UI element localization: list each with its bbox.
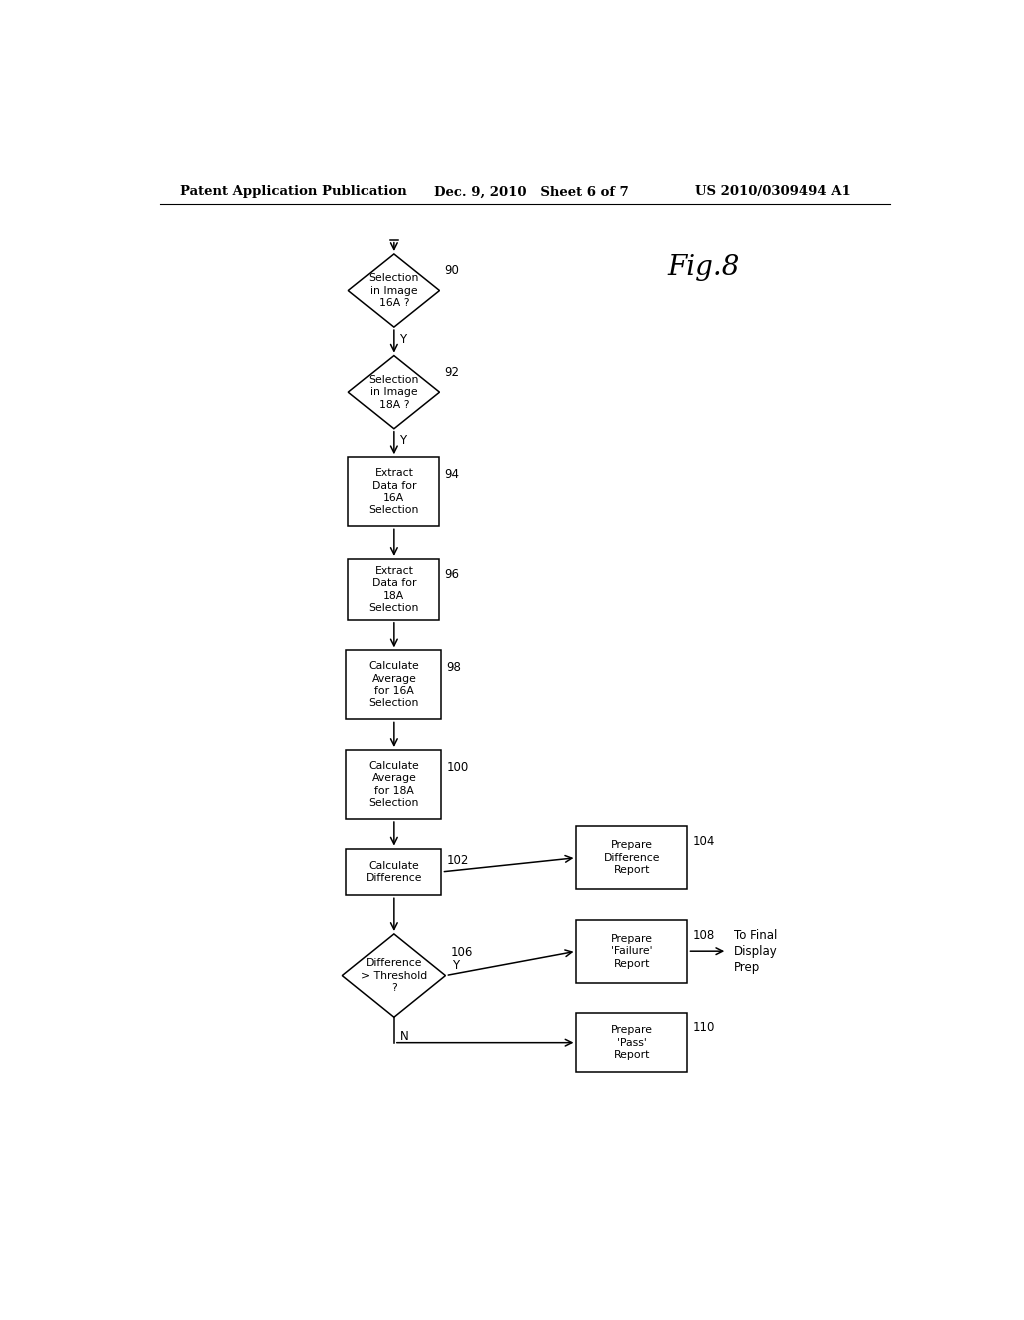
Text: 98: 98 — [446, 661, 461, 675]
Bar — [348, 457, 439, 527]
Text: Y: Y — [399, 333, 407, 346]
Bar — [577, 1014, 687, 1072]
Text: 108: 108 — [692, 929, 715, 942]
Text: Patent Application Publication: Patent Application Publication — [179, 185, 407, 198]
Text: 100: 100 — [446, 760, 469, 774]
Text: N: N — [399, 1031, 409, 1044]
Text: Selection
in Image
16A ?: Selection in Image 16A ? — [369, 273, 419, 308]
Text: Calculate
Difference: Calculate Difference — [366, 861, 422, 883]
Bar — [346, 651, 441, 719]
Text: Prepare
'Pass'
Report: Prepare 'Pass' Report — [611, 1026, 653, 1060]
Text: Y: Y — [452, 958, 459, 972]
Text: 106: 106 — [451, 946, 473, 960]
Text: Difference
> Threshold
?: Difference > Threshold ? — [360, 958, 427, 993]
Text: Selection
in Image
18A ?: Selection in Image 18A ? — [369, 375, 419, 409]
Bar — [577, 920, 687, 982]
Bar — [346, 750, 441, 818]
Text: Calculate
Average
for 18A
Selection: Calculate Average for 18A Selection — [369, 760, 419, 808]
Bar — [346, 849, 441, 895]
Text: 92: 92 — [444, 366, 459, 379]
Text: 104: 104 — [692, 836, 715, 849]
Text: Calculate
Average
for 16A
Selection: Calculate Average for 16A Selection — [369, 661, 419, 709]
Text: To Final
Display
Prep: To Final Display Prep — [733, 929, 777, 974]
Bar — [348, 558, 439, 620]
Text: Y: Y — [399, 434, 407, 447]
Text: Dec. 9, 2010   Sheet 6 of 7: Dec. 9, 2010 Sheet 6 of 7 — [433, 185, 629, 198]
Text: 90: 90 — [444, 264, 459, 277]
Text: Prepare
Difference
Report: Prepare Difference Report — [604, 841, 660, 875]
Bar — [577, 826, 687, 890]
Text: US 2010/0309494 A1: US 2010/0309494 A1 — [695, 185, 851, 198]
Text: Extract
Data for
18A
Selection: Extract Data for 18A Selection — [369, 566, 419, 612]
Text: 102: 102 — [446, 854, 469, 867]
Text: 110: 110 — [692, 1022, 715, 1035]
Text: Fig.8: Fig.8 — [668, 253, 740, 281]
Text: 94: 94 — [444, 469, 459, 480]
Text: Prepare
'Failure'
Report: Prepare 'Failure' Report — [611, 933, 653, 969]
Text: 96: 96 — [444, 568, 459, 581]
Text: Extract
Data for
16A
Selection: Extract Data for 16A Selection — [369, 469, 419, 515]
